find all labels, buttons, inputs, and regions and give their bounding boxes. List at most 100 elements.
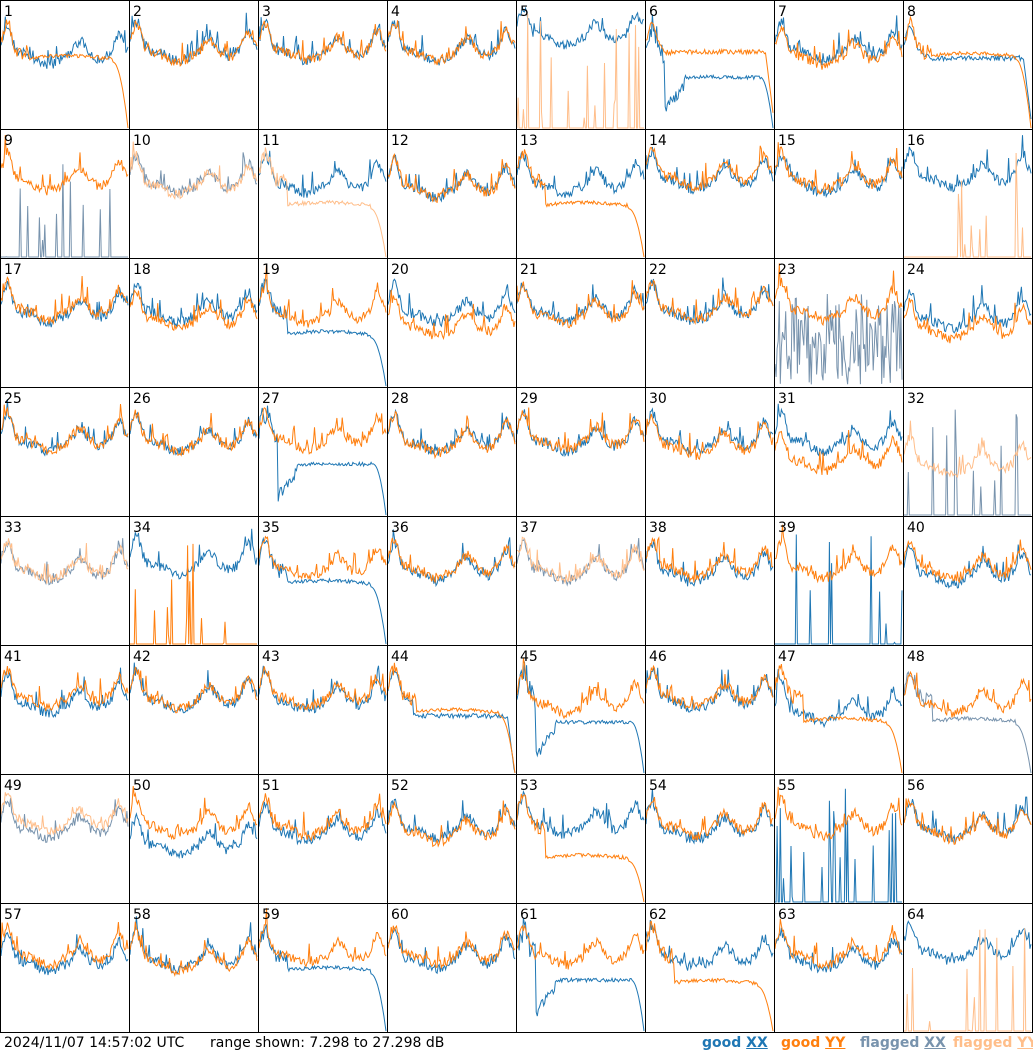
panel-50-yy-line (129, 785, 258, 841)
panel-60-yy-line (387, 924, 516, 970)
panel-30: 30 (645, 391, 774, 461)
panel-53-xx-line (516, 789, 645, 839)
legend-good-yy-label: good (781, 1035, 821, 1051)
panel-24-label: 24 (907, 262, 925, 278)
legend-flagged-xx-pol: XX (924, 1035, 946, 1051)
panel-37: 37 (516, 520, 645, 587)
panel-46-label: 46 (649, 649, 667, 665)
panel-30-yy-line (645, 413, 774, 461)
panel-21-yy-line (516, 280, 645, 329)
legend-good-yy: good YY (781, 1034, 845, 1052)
panel-1: 1 (0, 4, 129, 129)
panel-6-yy-line (645, 21, 774, 113)
panel-13: 13 (516, 133, 645, 258)
legend-flagged-yy-pol: YY (1017, 1035, 1033, 1051)
panel-47-label: 47 (778, 649, 796, 665)
panel-4: 4 (387, 4, 516, 66)
panel-23-yy-line (774, 263, 903, 327)
panel-37-xx-line (516, 537, 645, 587)
timestamp: 2024/11/07 14:57:02 UTC (4, 1035, 185, 1051)
panel-29: 29 (516, 391, 645, 458)
panel-24: 24 (903, 262, 1032, 344)
panel-53-yy-line (516, 793, 645, 903)
panel-22-label: 22 (649, 262, 667, 278)
panel-8: 8 (903, 4, 1032, 129)
panel-47-yy-line (774, 663, 903, 774)
panel-18-yy-line (129, 288, 258, 332)
panel-48-xx-line (903, 670, 1032, 774)
panel-61-xx-line (516, 917, 645, 1032)
panel-15-yy-line (774, 142, 903, 195)
legend-good-xx-pol: XX (746, 1035, 768, 1051)
panel-8-yy-line (903, 15, 1032, 129)
panel-5-label: 5 (520, 4, 529, 20)
panel-41-yy-line (0, 666, 129, 712)
panel-28: 28 (387, 391, 516, 460)
panel-40-xx-line (903, 543, 1032, 589)
panel-29-yy-line (516, 407, 645, 454)
panel-26: 26 (129, 391, 258, 457)
panel-39-xx-line (775, 534, 903, 645)
panel-48-yy-line (903, 670, 1032, 718)
panel-5-xx-line (516, 6, 644, 50)
panel-23-xx-line (774, 293, 903, 385)
panel-55-xx-line (775, 788, 902, 903)
panel-16-yy-line (904, 152, 1031, 258)
panel-25-yy-line (0, 403, 129, 456)
panel-50: 50 (129, 778, 258, 860)
panel-36-yy-line (387, 537, 516, 584)
panel-51-xx-line (258, 801, 387, 846)
panel-21-label: 21 (520, 262, 538, 278)
panel-56: 56 (903, 778, 1032, 845)
legend-good-xx-label: good (702, 1035, 742, 1051)
panel-22-yy-line (645, 279, 774, 325)
panel-63: 63 (774, 907, 903, 974)
panel-32-label: 32 (907, 391, 925, 407)
panel-32: 32 (903, 391, 1032, 516)
panel-59-label: 59 (262, 907, 280, 923)
panel-10-xx-line (129, 152, 258, 199)
panel-54: 54 (645, 778, 774, 845)
panel-39: 39 (774, 520, 903, 645)
panel-40: 40 (903, 520, 1032, 589)
panel-61-label: 61 (520, 907, 538, 923)
panel-36: 36 (387, 520, 516, 588)
panel-1-label: 1 (4, 4, 13, 20)
panel-39-yy-line (774, 524, 903, 584)
panel-18-label: 18 (133, 262, 151, 278)
panel-57: 57 (0, 907, 129, 976)
panel-41: 41 (0, 649, 129, 719)
panel-50-label: 50 (133, 778, 151, 794)
panel-58-label: 58 (133, 907, 151, 923)
legend-good-xx: good XX (702, 1034, 768, 1052)
panel-5: 5 (516, 4, 644, 129)
panel-61: 61 (516, 907, 645, 1032)
panel-54-label: 54 (649, 778, 667, 794)
panel-60-xx-line (387, 927, 516, 975)
legend-flagged-xx: flagged XX (860, 1034, 946, 1052)
panel-9: 9 (0, 133, 129, 258)
panel-27-label: 27 (262, 391, 280, 407)
panel-11-yy-line (258, 147, 387, 258)
legend-flagged-yy: flagged YY (953, 1034, 1033, 1052)
panel-55: 55 (774, 778, 903, 903)
panel-9-yy-line (0, 134, 129, 196)
panel-9-xx-line (1, 164, 128, 258)
panel-31-yy-line (774, 429, 903, 475)
panel-23: 23 (774, 262, 903, 385)
legend-good-yy-pol: YY (825, 1035, 846, 1051)
panel-58-yy-line (129, 921, 258, 978)
panel-14-label: 14 (649, 133, 667, 149)
panel-19-xx-line (258, 278, 387, 387)
panel-38-xx-line (645, 541, 774, 587)
panel-34: 34 (129, 520, 258, 645)
panel-43-label: 43 (262, 649, 280, 665)
panel-53-label: 53 (520, 778, 538, 794)
panel-62: 62 (645, 907, 774, 1032)
panel-27: 27 (258, 391, 387, 516)
panel-6-label: 6 (649, 4, 658, 20)
panel-34-label: 34 (133, 520, 151, 536)
panel-32-yy-line (903, 420, 1032, 479)
panel-56-label: 56 (907, 778, 925, 794)
